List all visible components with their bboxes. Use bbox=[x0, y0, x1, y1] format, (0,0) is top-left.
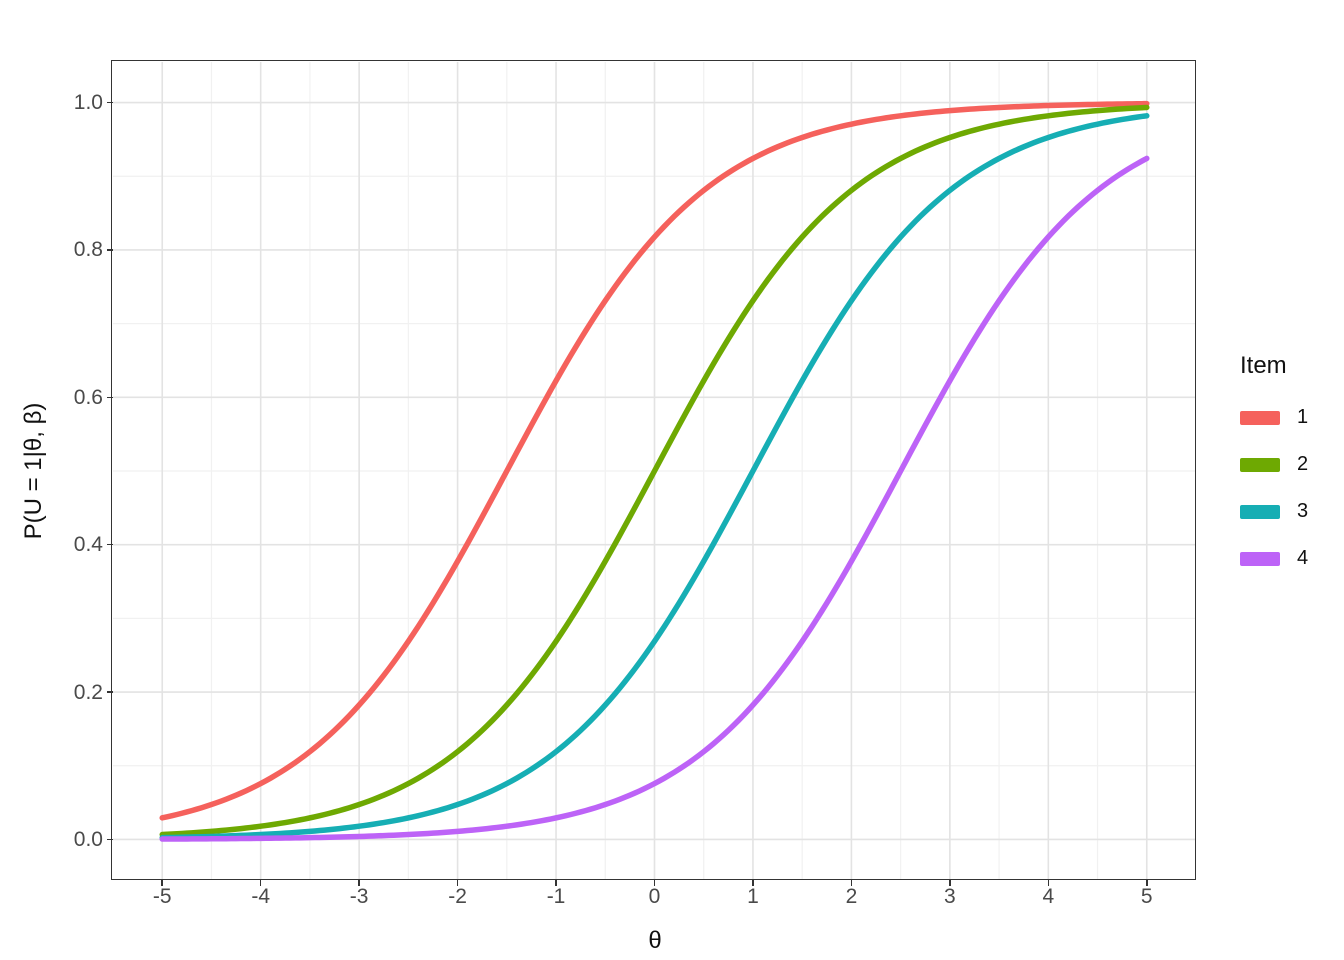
x-tick-mark bbox=[358, 880, 360, 886]
x-axis-title: θ bbox=[648, 927, 662, 954]
x-tick-mark bbox=[259, 880, 262, 886]
x-tick-label: -4 bbox=[251, 885, 271, 908]
x-tick-label: -1 bbox=[546, 885, 566, 908]
y-axis-title: P(U = 1|θ, β) bbox=[20, 402, 47, 540]
x-tick-mark bbox=[752, 880, 754, 886]
legend-key-4 bbox=[1240, 551, 1280, 566]
legend-label-1: 1 bbox=[1297, 406, 1309, 428]
curve-item-4 bbox=[159, 155, 1150, 842]
x-tick-mark bbox=[850, 880, 853, 886]
x-tick-mark bbox=[949, 880, 951, 886]
plot-area bbox=[113, 62, 1196, 880]
y-tick-mark bbox=[107, 838, 113, 841]
y-tick-mark bbox=[107, 101, 113, 104]
x-tick-mark bbox=[161, 880, 164, 886]
y-tick-mark bbox=[107, 396, 113, 399]
x-tick-label: -3 bbox=[349, 885, 369, 908]
y-tick-label: 0.4 bbox=[73, 533, 103, 557]
legend-items: 1 2 3 4 bbox=[1240, 394, 1308, 582]
curve-item-3 bbox=[159, 113, 1150, 841]
x-tick-label: -2 bbox=[448, 885, 467, 908]
legend-label-3: 3 bbox=[1297, 500, 1309, 522]
legend-title: Item bbox=[1240, 352, 1287, 379]
y-tick-label: 0.2 bbox=[73, 680, 103, 704]
y-tick-label: 0.8 bbox=[73, 238, 103, 262]
y-tick-label: 1.0 bbox=[73, 91, 103, 115]
curve-item-2 bbox=[159, 104, 1150, 838]
legend-label-2: 2 bbox=[1297, 453, 1309, 475]
x-tick-label: 5 bbox=[1140, 885, 1153, 908]
x-tick-mark bbox=[456, 880, 459, 886]
x-tick-label: 0 bbox=[648, 885, 661, 908]
legend-item-1: 1 bbox=[1240, 394, 1308, 441]
y-tick-label: 0.0 bbox=[73, 827, 103, 851]
y-tick-label: 0.6 bbox=[73, 385, 103, 409]
legend-key-2 bbox=[1240, 457, 1280, 472]
legend-item-3: 3 bbox=[1240, 488, 1308, 535]
legend: Item 1 2 3 4 bbox=[1240, 352, 1308, 582]
x-tick-label: -5 bbox=[152, 885, 172, 908]
x-tick-mark bbox=[1047, 880, 1050, 886]
legend-key-3 bbox=[1240, 504, 1280, 519]
legend-item-2: 2 bbox=[1240, 441, 1308, 488]
legend-item-4: 4 bbox=[1240, 535, 1308, 582]
x-tick-mark bbox=[555, 880, 557, 886]
y-tick-mark bbox=[107, 249, 113, 251]
curve-item-1 bbox=[159, 100, 1150, 821]
x-tick-mark bbox=[653, 880, 656, 886]
x-tick-label: 4 bbox=[1042, 885, 1055, 908]
x-tick-label: 2 bbox=[845, 885, 858, 908]
x-tick-mark bbox=[1145, 880, 1148, 886]
y-tick-mark bbox=[107, 543, 113, 546]
x-tick-label: 1 bbox=[747, 885, 759, 908]
y-tick-mark bbox=[107, 691, 113, 693]
x-tick-label: 3 bbox=[944, 885, 956, 908]
legend-key-1 bbox=[1240, 410, 1280, 425]
legend-label-4: 4 bbox=[1297, 547, 1309, 569]
